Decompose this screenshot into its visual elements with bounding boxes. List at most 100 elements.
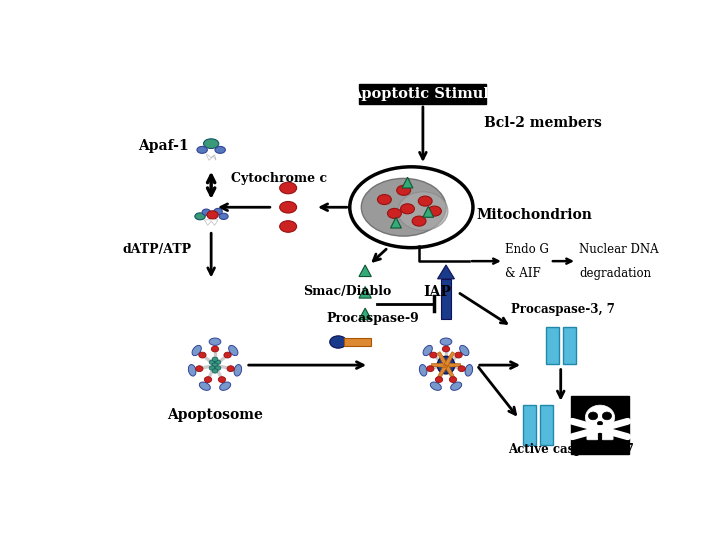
Text: Apaf-1: Apaf-1	[138, 139, 189, 153]
Bar	[562, 327, 576, 365]
Polygon shape	[204, 220, 218, 225]
Ellipse shape	[212, 346, 219, 352]
FancyBboxPatch shape	[603, 432, 613, 440]
Bar	[546, 327, 559, 365]
Text: Bcl-2 members: Bcl-2 members	[485, 116, 603, 130]
Polygon shape	[431, 363, 446, 367]
Ellipse shape	[465, 364, 472, 376]
Text: IAP: IAP	[423, 285, 451, 299]
Ellipse shape	[377, 194, 392, 205]
Polygon shape	[359, 308, 372, 320]
Ellipse shape	[197, 146, 207, 153]
Ellipse shape	[437, 356, 455, 374]
Ellipse shape	[598, 421, 603, 426]
Ellipse shape	[585, 405, 615, 430]
Bar	[441, 279, 451, 319]
Ellipse shape	[199, 382, 210, 390]
Ellipse shape	[220, 382, 230, 390]
Text: Endo G: Endo G	[505, 243, 549, 256]
Ellipse shape	[212, 357, 218, 361]
Text: Mitochondrion: Mitochondrion	[477, 208, 593, 222]
Ellipse shape	[196, 366, 203, 372]
Ellipse shape	[442, 346, 450, 352]
Ellipse shape	[412, 216, 426, 226]
Ellipse shape	[204, 377, 212, 382]
Ellipse shape	[458, 366, 465, 372]
Ellipse shape	[218, 377, 225, 382]
Ellipse shape	[427, 366, 434, 372]
Polygon shape	[359, 287, 372, 298]
Polygon shape	[444, 364, 454, 379]
Polygon shape	[438, 364, 448, 379]
Ellipse shape	[387, 208, 401, 218]
Ellipse shape	[195, 213, 205, 220]
Ellipse shape	[202, 209, 210, 215]
Ellipse shape	[215, 366, 221, 370]
FancyBboxPatch shape	[587, 432, 598, 440]
Polygon shape	[359, 265, 372, 276]
Polygon shape	[207, 155, 216, 160]
Text: Nuclear DNA: Nuclear DNA	[579, 243, 659, 256]
Polygon shape	[438, 265, 454, 279]
Polygon shape	[390, 217, 401, 228]
Ellipse shape	[207, 211, 218, 219]
Ellipse shape	[229, 346, 238, 356]
Ellipse shape	[209, 360, 215, 364]
Text: Smac/Diablo: Smac/Diablo	[304, 286, 392, 299]
Ellipse shape	[400, 204, 415, 214]
Bar	[523, 405, 536, 445]
Ellipse shape	[279, 182, 297, 194]
Ellipse shape	[224, 352, 231, 358]
Text: & AIF: & AIF	[505, 267, 541, 280]
Ellipse shape	[212, 363, 218, 367]
Ellipse shape	[451, 382, 462, 390]
Ellipse shape	[431, 382, 441, 390]
Polygon shape	[444, 352, 454, 366]
Polygon shape	[423, 206, 433, 217]
Ellipse shape	[204, 139, 219, 148]
Text: Apoptosome: Apoptosome	[167, 408, 263, 422]
Ellipse shape	[398, 192, 448, 231]
Polygon shape	[446, 363, 461, 367]
Ellipse shape	[588, 412, 598, 420]
Polygon shape	[402, 177, 413, 188]
Ellipse shape	[219, 213, 228, 219]
Ellipse shape	[279, 201, 297, 213]
Ellipse shape	[418, 196, 432, 206]
Ellipse shape	[279, 221, 297, 232]
Ellipse shape	[397, 185, 410, 195]
Ellipse shape	[189, 364, 196, 376]
Polygon shape	[438, 352, 448, 366]
Ellipse shape	[361, 178, 446, 236]
Ellipse shape	[215, 360, 221, 364]
Ellipse shape	[209, 366, 215, 370]
Ellipse shape	[603, 412, 611, 420]
Text: Cytochrome c: Cytochrome c	[231, 172, 327, 185]
Ellipse shape	[212, 369, 218, 373]
Ellipse shape	[209, 338, 221, 346]
Ellipse shape	[455, 352, 462, 358]
Text: dATP/ATP: dATP/ATP	[122, 243, 192, 256]
Ellipse shape	[199, 352, 206, 358]
Text: Apoptotic Stimuli: Apoptotic Stimuli	[351, 87, 495, 101]
Ellipse shape	[214, 208, 222, 214]
Ellipse shape	[428, 206, 441, 216]
Bar	[344, 338, 372, 346]
Ellipse shape	[459, 346, 469, 356]
Ellipse shape	[440, 338, 452, 346]
Bar	[571, 396, 629, 454]
Ellipse shape	[234, 364, 242, 376]
Text: Procaspase-9: Procaspase-9	[327, 313, 419, 326]
Ellipse shape	[192, 346, 202, 356]
Ellipse shape	[419, 364, 427, 376]
FancyBboxPatch shape	[359, 84, 487, 104]
Ellipse shape	[423, 346, 432, 356]
Ellipse shape	[350, 167, 473, 248]
Text: degradation: degradation	[579, 267, 652, 280]
Ellipse shape	[215, 146, 225, 153]
Text: Procaspase-3, 7: Procaspase-3, 7	[511, 303, 616, 316]
Ellipse shape	[227, 366, 234, 372]
Text: Active caspase-3, 7: Active caspase-3, 7	[508, 443, 634, 456]
Ellipse shape	[449, 377, 456, 382]
Ellipse shape	[430, 352, 437, 358]
